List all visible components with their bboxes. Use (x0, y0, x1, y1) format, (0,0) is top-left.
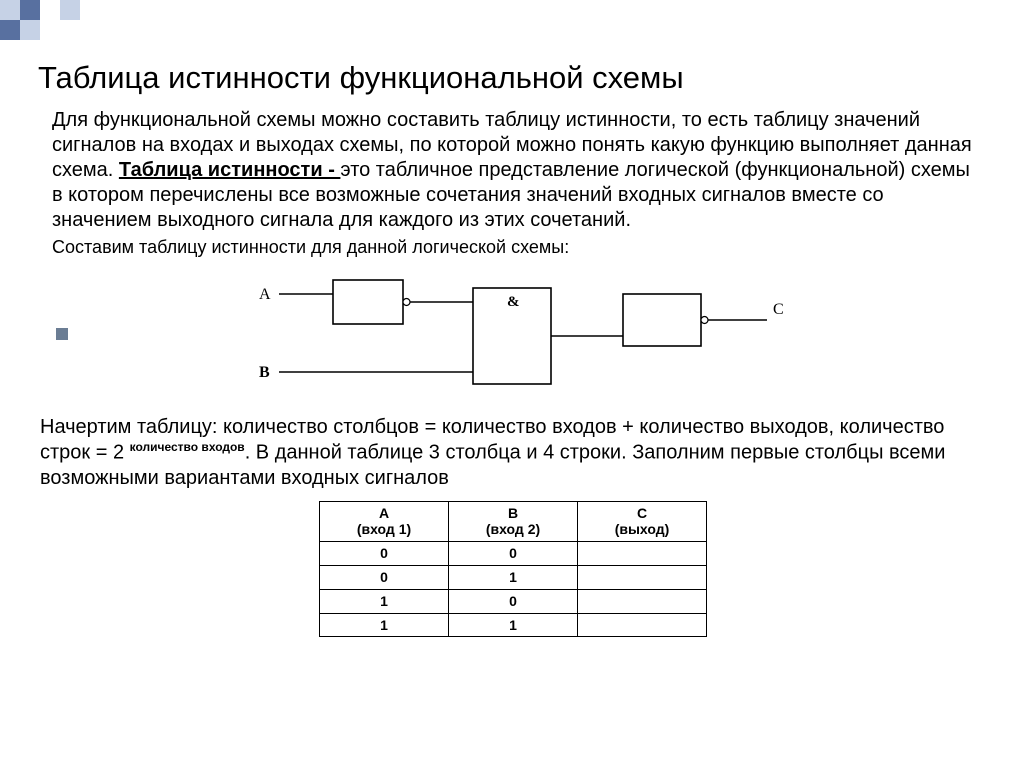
table-cell: 0 (320, 566, 449, 590)
decor-square (20, 0, 40, 20)
table-cell: 1 (449, 566, 578, 590)
table-cell: 1 (449, 613, 578, 637)
table-cell (578, 613, 707, 637)
logic-diagram-wrap: & A B C (38, 264, 988, 409)
decor-square (60, 0, 80, 20)
list-marker (56, 328, 68, 340)
decor-square (0, 40, 20, 60)
table-cell (578, 589, 707, 613)
paragraph-2: Начертим таблицу: количество столбцов = … (40, 415, 982, 491)
decor-square (40, 20, 60, 40)
decor-square (40, 40, 60, 60)
paragraph-1: Для функциональной схемы можно составить… (52, 108, 982, 233)
table-row: 00 (320, 542, 707, 566)
slide-title: Таблица истинности функциональной схемы (38, 60, 988, 96)
paragraph-1-term: Таблица истинности - (119, 159, 341, 181)
decor-square (20, 20, 40, 40)
paragraph-2-exp: количество входов (130, 440, 245, 454)
table-cell: 0 (449, 589, 578, 613)
decor-square (60, 20, 80, 40)
table-cell: 0 (449, 542, 578, 566)
table-cell: 0 (320, 542, 449, 566)
truth-table: A(вход 1)B(вход 2)C(выход)00 01 10 11 (319, 501, 707, 638)
svg-text:A: A (259, 286, 271, 303)
slide-corner-decor (0, 0, 80, 60)
paragraph-sub: Составим таблицу истинности для данной л… (52, 237, 982, 258)
table-header: B(вход 2) (449, 501, 578, 542)
table-header: A(вход 1) (320, 501, 449, 542)
decor-square (0, 20, 20, 40)
table-row: 01 (320, 566, 707, 590)
table-cell: 1 (320, 613, 449, 637)
slide-content: Таблица истинности функциональной схемы … (38, 60, 988, 637)
svg-text:&: & (507, 294, 520, 310)
table-header: C(выход) (578, 501, 707, 542)
table-row: 10 (320, 589, 707, 613)
table-cell: 1 (320, 589, 449, 613)
table-cell (578, 566, 707, 590)
decor-square (40, 0, 60, 20)
table-cell (578, 542, 707, 566)
table-row: 11 (320, 613, 707, 637)
truth-table-wrap: A(вход 1)B(вход 2)C(выход)00 01 10 11 (38, 501, 988, 638)
decor-square (0, 0, 20, 20)
logic-diagram: & A B C (243, 264, 783, 404)
svg-text:B: B (259, 364, 270, 381)
decor-square (20, 40, 40, 60)
svg-text:C: C (773, 301, 783, 318)
decor-square (60, 40, 80, 60)
